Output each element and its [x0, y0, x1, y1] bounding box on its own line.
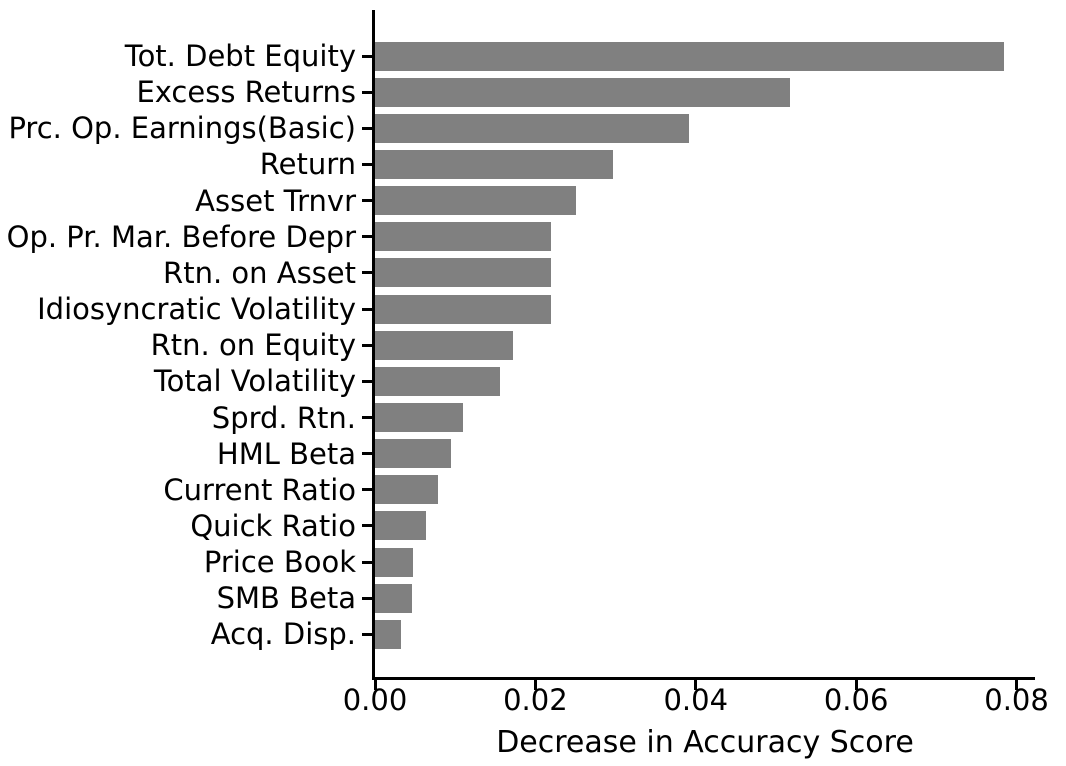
- y-tick-label-op-pr-mar-before-depr: Op. Pr. Mar. Before Depr: [6, 219, 356, 254]
- x-tick-label-0.02: 0.02: [503, 683, 568, 717]
- y-tick-tot-debt-equity: [362, 54, 372, 58]
- y-tick-label-hml-beta: HML Beta: [216, 436, 356, 471]
- y-tick-rtn-on-equity: [362, 343, 372, 347]
- x-axis-label: Decrease in Accuracy Score: [496, 725, 914, 760]
- bar-current-ratio: [375, 475, 438, 505]
- bar-asset-trnvr: [375, 186, 576, 216]
- y-tick-sprd-rtn: [362, 416, 372, 419]
- y-tick-label-acq-disp: Acq. Disp.: [210, 617, 356, 652]
- bar-rtn-on-asset: [375, 258, 551, 288]
- bar-excess-returns: [375, 77, 790, 107]
- x-tick-0.06: [854, 677, 858, 690]
- x-tick-label-0.04: 0.04: [663, 683, 729, 717]
- y-tick-label-price-book: Price Book: [203, 545, 356, 580]
- y-tick-return: [362, 162, 372, 166]
- bar-idiosyncratic-volatility: [375, 294, 551, 324]
- bar-tot-debt-equity: [375, 41, 1004, 71]
- y-tick-label-total-volatility: Total Volatility: [153, 364, 356, 399]
- y-tick-label-quick-ratio: Quick Ratio: [190, 508, 356, 543]
- bar-op-pr-mar-before-depr: [375, 222, 551, 252]
- y-tick-excess-returns: [362, 90, 372, 94]
- y-tick-idiosyncratic-volatility: [362, 307, 372, 311]
- y-tick-label-current-ratio: Current Ratio: [163, 472, 356, 507]
- bar-quick-ratio: [375, 511, 426, 541]
- y-tick-current-ratio: [362, 488, 372, 492]
- x-tick-label-0.08: 0.08: [984, 683, 1049, 717]
- y-tick-label-return: Return: [259, 147, 356, 182]
- y-tick-label-rtn-on-equity: Rtn. on Equity: [150, 328, 356, 363]
- x-tick-0.00: [373, 677, 377, 690]
- y-tick-label-excess-returns: Excess Returns: [136, 75, 356, 110]
- y-tick-quick-ratio: [362, 524, 372, 528]
- y-tick-label-smb-beta: SMB Beta: [216, 581, 356, 616]
- bar-hml-beta: [375, 439, 451, 469]
- x-tick-0.04: [694, 677, 698, 690]
- bar-acq-disp: [375, 619, 401, 649]
- bar-rtn-on-equity: [375, 330, 513, 360]
- bar-smb-beta: [375, 583, 412, 613]
- y-tick-smb-beta: [362, 596, 372, 600]
- y-axis-spine: [372, 10, 375, 680]
- y-tick-op-pr-mar-before-depr: [362, 235, 372, 239]
- bar-total-volatility: [375, 366, 500, 396]
- y-tick-label-prc-op-earnings-basic: Prc. Op. Earnings(Basic): [8, 111, 356, 146]
- y-tick-rtn-on-asset: [362, 271, 372, 275]
- y-tick-total-volatility: [362, 379, 372, 383]
- bar-price-book: [375, 547, 413, 577]
- bar-return: [375, 149, 613, 179]
- x-tick-label-0.06: 0.06: [823, 683, 889, 717]
- x-tick-0.02: [533, 677, 537, 690]
- x-tick-label-0.00: 0.00: [342, 683, 408, 717]
- y-tick-prc-op-earnings-basic: [362, 126, 372, 130]
- bar-sprd-rtn: [375, 403, 463, 432]
- bar-prc-op-earnings-basic: [375, 113, 689, 143]
- y-tick-label-rtn-on-asset: Rtn. on Asset: [163, 255, 356, 290]
- y-tick-asset-trnvr: [362, 199, 372, 203]
- x-axis-spine: [372, 677, 1035, 680]
- y-tick-price-book: [362, 560, 372, 564]
- y-tick-hml-beta: [362, 452, 372, 456]
- y-tick-label-tot-debt-equity: Tot. Debt Equity: [124, 39, 356, 73]
- y-tick-label-idiosyncratic-volatility: Idiosyncratic Volatility: [37, 292, 356, 327]
- x-tick-0.08: [1015, 677, 1019, 690]
- y-tick-label-sprd-rtn: Sprd. Rtn.: [211, 400, 356, 435]
- y-tick-acq-disp: [362, 632, 372, 636]
- y-tick-label-asset-trnvr: Asset Trnvr: [195, 183, 356, 218]
